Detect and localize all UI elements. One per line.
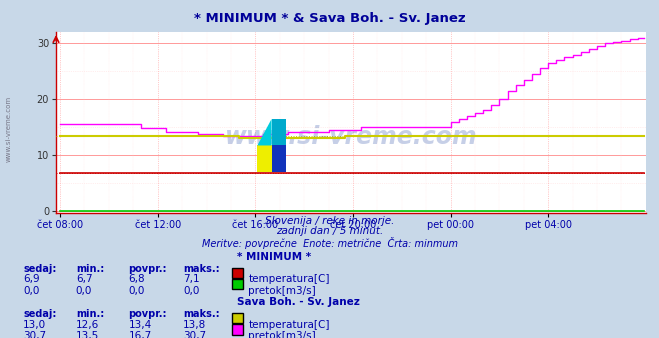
Text: 0,0: 0,0 [23,286,40,296]
Text: povpr.:: povpr.: [129,309,167,319]
Text: maks.:: maks.: [183,264,220,274]
Text: temperatura[C]: temperatura[C] [248,274,330,285]
Text: povpr.:: povpr.: [129,264,167,274]
Text: min.:: min.: [76,264,104,274]
Text: min.:: min.: [76,309,104,319]
Text: 30,7: 30,7 [183,331,206,338]
Text: 7,1: 7,1 [183,274,200,285]
Text: * MINIMUM *: * MINIMUM * [237,252,311,262]
Text: 30,7: 30,7 [23,331,46,338]
Text: 16,7: 16,7 [129,331,152,338]
Polygon shape [272,145,286,172]
Text: Slovenija / reke in morje.: Slovenija / reke in morje. [265,216,394,226]
Text: www.si-vreme.com: www.si-vreme.com [225,125,477,149]
Text: sedaj:: sedaj: [23,309,57,319]
Text: 13,0: 13,0 [23,320,46,330]
Text: www.si-vreme.com: www.si-vreme.com [5,95,12,162]
Text: Meritve: povprečne  Enote: metrične  Črta: minmum: Meritve: povprečne Enote: metrične Črta:… [202,237,457,249]
Text: temperatura[C]: temperatura[C] [248,320,330,330]
Text: 6,8: 6,8 [129,274,145,285]
Text: * MINIMUM * & Sava Boh. - Sv. Janez: * MINIMUM * & Sava Boh. - Sv. Janez [194,12,465,25]
Text: 0,0: 0,0 [76,286,92,296]
Text: 6,9: 6,9 [23,274,40,285]
Text: 13,4: 13,4 [129,320,152,330]
Text: pretok[m3/s]: pretok[m3/s] [248,331,316,338]
Text: Sava Boh. - Sv. Janez: Sava Boh. - Sv. Janez [237,297,360,308]
Text: sedaj:: sedaj: [23,264,57,274]
Text: 13,8: 13,8 [183,320,206,330]
Text: 13,5: 13,5 [76,331,99,338]
Polygon shape [272,119,286,145]
Text: 0,0: 0,0 [183,286,200,296]
Polygon shape [258,119,272,145]
Text: zadnji dan / 5 minut.: zadnji dan / 5 minut. [276,226,383,237]
Polygon shape [258,145,272,172]
Text: maks.:: maks.: [183,309,220,319]
Text: 12,6: 12,6 [76,320,99,330]
Text: pretok[m3/s]: pretok[m3/s] [248,286,316,296]
Text: 0,0: 0,0 [129,286,145,296]
Text: 6,7: 6,7 [76,274,92,285]
